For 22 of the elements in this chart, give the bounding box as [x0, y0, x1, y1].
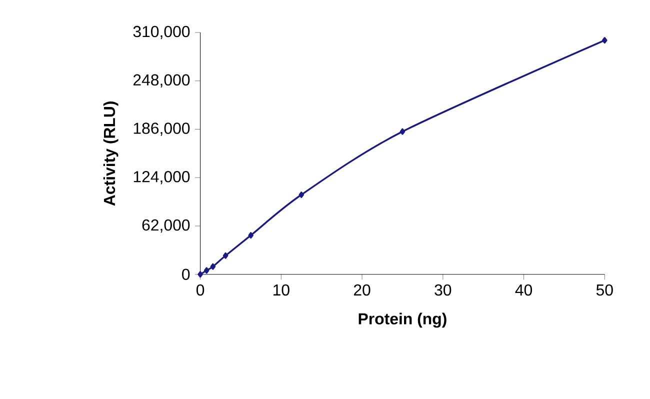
- y-axis-title: Activity (RLU): [103, 101, 118, 206]
- y-tick-label: 62,000: [142, 219, 190, 232]
- x-tick-label: 20: [354, 284, 370, 296]
- x-tick-label: 30: [434, 284, 452, 296]
- point: [400, 128, 406, 135]
- y-tick-label: 248,000: [133, 74, 190, 88]
- point: [602, 36, 608, 44]
- point: [248, 232, 254, 238]
- y-tick-label: 124,000: [134, 170, 190, 184]
- x-axis-title: Protein (ng): [358, 312, 446, 328]
- y-tick-label: 0: [182, 268, 190, 280]
- point: [210, 263, 216, 270]
- x-tick-label: 50: [596, 284, 613, 296]
- point: [222, 252, 228, 259]
- y-tick-label: 186,000: [134, 122, 190, 136]
- y-tick-label: 310,000: [133, 26, 190, 39]
- x-tick-label: 10: [274, 284, 290, 296]
- x-tick-label: 0: [196, 284, 204, 296]
- x-tick-label: 40: [515, 284, 532, 296]
- point: [298, 191, 304, 198]
- point: [198, 270, 203, 278]
- point: [204, 266, 210, 274]
